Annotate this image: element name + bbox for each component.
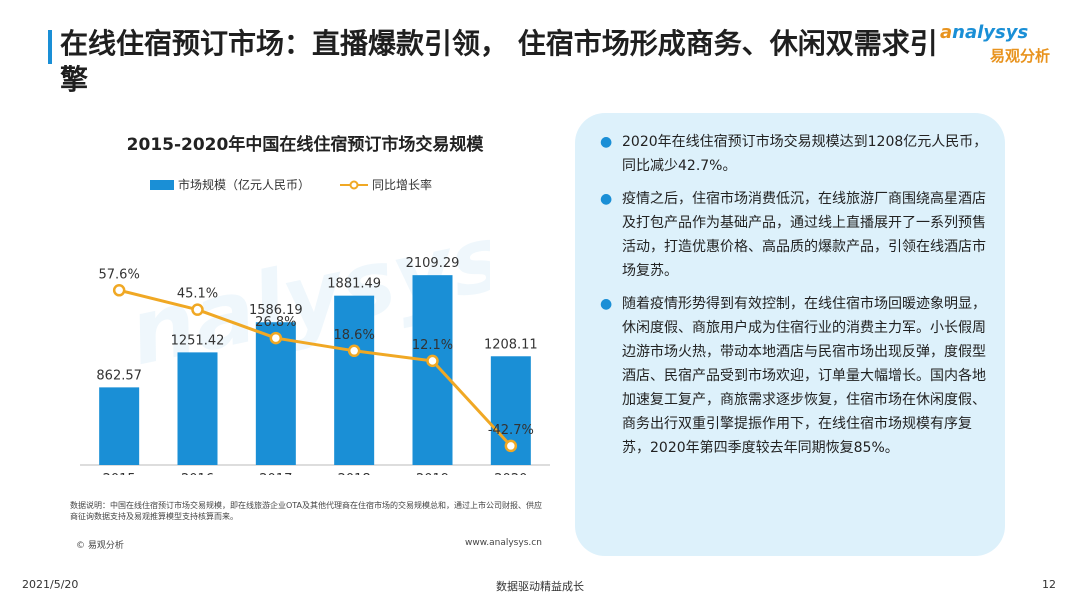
bullet-dot-icon: ● xyxy=(600,134,613,150)
bullet-dot-icon: ● xyxy=(600,296,613,312)
x-tick-label: 2016 xyxy=(181,472,214,475)
growth-rate-point xyxy=(426,354,439,368)
legend-item-bar: 市场规模（亿元人民币） xyxy=(150,176,310,193)
bar xyxy=(412,275,453,465)
bar-value-label: 1586.19 xyxy=(249,303,303,318)
chart-legend: 市场规模（亿元人民币） 同比增长率 xyxy=(150,176,432,193)
copyright: © 易观分析 xyxy=(76,541,124,551)
footer-date: 2021/5/20 xyxy=(22,578,79,591)
growth-rate-line xyxy=(118,288,512,447)
bar-value-label: 862.57 xyxy=(96,368,141,383)
logo-text: nalysys xyxy=(952,22,1029,43)
chart-title: 2015-2020年中国在线住宿预订市场交易规模 xyxy=(126,135,484,155)
bar xyxy=(99,387,140,465)
insight-panel xyxy=(575,113,1005,556)
x-tick-label: 2015 xyxy=(103,472,136,475)
data-note: 数据说明：中国在线住宿预订市场交易规模，即在线旅游企业OTA及其他代理商在住宿市… xyxy=(70,501,543,521)
bar xyxy=(177,352,218,465)
legend-item-line: 同比增长率 xyxy=(340,176,432,193)
bar-value-label: 1881.49 xyxy=(327,277,381,292)
bullet-text: 2020年在线住宿预订市场交易规模达到1208亿元人民币，同比减少42.7%。 xyxy=(622,134,988,174)
growth-rate-label: 45.1% xyxy=(177,287,218,302)
bullet-item: ● 疫情之后，住宿市场消费低沉，在线旅游厂商围绕高星酒店及打包产品作为基础产品，… xyxy=(600,187,990,283)
bullet-item: ● 2020年在线住宿预订市场交易规模达到1208亿元人民币，同比减少42.7%… xyxy=(600,130,990,178)
x-tick-label: 2018 xyxy=(338,472,371,475)
legend-bar-label: 市场规模（亿元人民币） xyxy=(178,178,311,192)
x-tick-label: 2020 xyxy=(494,472,527,475)
bar-value-label: 1208.11 xyxy=(484,337,538,352)
website-url[interactable]: www.analysys.cn xyxy=(465,538,542,548)
logo-cn-text: 易观分析 xyxy=(989,47,1050,65)
legend-line-label: 同比增长率 xyxy=(372,178,433,192)
bar-value-label: 2109.29 xyxy=(406,256,460,271)
growth-rate-point xyxy=(191,303,204,316)
growth-rate-label: 26.8% xyxy=(255,315,296,330)
title-accent-bar xyxy=(48,30,52,64)
market-size-chart: 862.57 2015 1251.42 2016 1586.19 2017 1881.49 2… xyxy=(80,256,550,475)
bullet-text: 疫情之后，住宿市场消费低沉，在线旅游厂商围绕高星酒店及打包产品作为基础产品，通过… xyxy=(622,191,986,279)
x-tick-label: 2019 xyxy=(416,472,449,475)
growth-rate-label: -42.7% xyxy=(488,423,534,438)
growth-rate-point xyxy=(504,439,518,453)
bar-value-label: 1251.42 xyxy=(171,333,225,348)
insight-bullets: ● 2020年在线住宿预订市场交易规模达到1208亿元人民币，同比减少42.7%… xyxy=(600,130,990,469)
growth-rate-point xyxy=(112,284,126,297)
bullet-dot-icon: ● xyxy=(600,191,613,207)
bar xyxy=(334,295,375,465)
legend-bar-swatch xyxy=(150,179,174,190)
growth-rate-point xyxy=(269,331,283,345)
growth-rate-point xyxy=(347,344,361,358)
bar xyxy=(255,322,296,465)
bullet-text: 随着疫情形势得到有效控制，在线住宿市场回暖迹象明显，休闲度假、商旅用户成为住宿行… xyxy=(622,296,986,456)
bullet-item: ● 随着疫情形势得到有效控制，在线住宿市场回暖迹象明显，休闲度假、商旅用户成为住… xyxy=(600,292,990,460)
footer-slogan: 数据驱动精益成长 xyxy=(496,580,584,593)
analysys-logo: analysys 易观分析 xyxy=(940,22,1050,65)
page-title: 在线住宿预订市场：直播爆款引领， 住宿市场形成商务、休闲双需求引擎 xyxy=(60,27,938,96)
growth-rate-label: 18.6% xyxy=(334,328,375,343)
x-tick-label: 2017 xyxy=(259,472,292,475)
growth-rate-label: 12.1% xyxy=(412,338,453,353)
growth-rate-label: 57.6% xyxy=(99,267,140,282)
legend-line-swatch xyxy=(340,180,369,189)
page-number: 12 xyxy=(1042,578,1056,591)
